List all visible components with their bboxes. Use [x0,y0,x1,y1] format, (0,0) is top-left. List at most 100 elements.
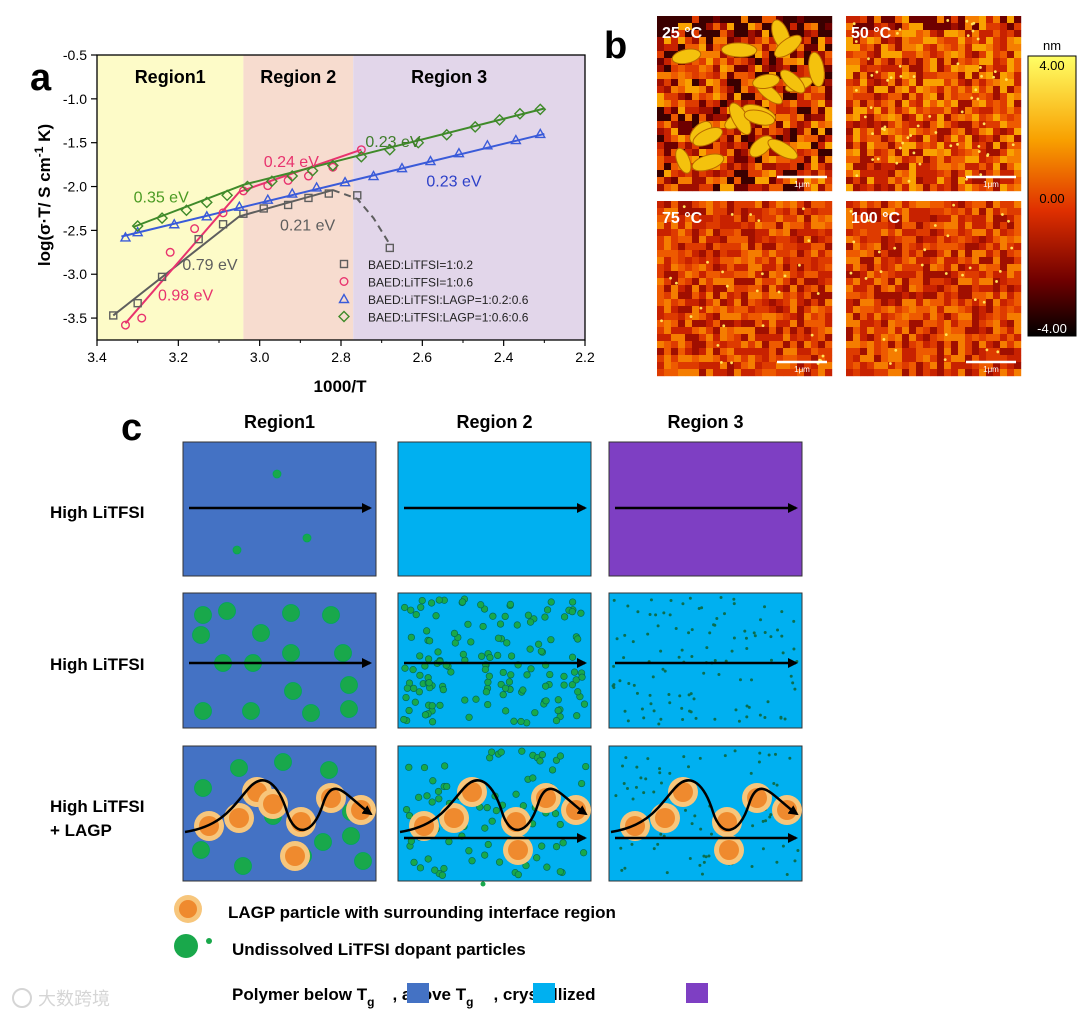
afm-texture-cell [930,79,938,87]
afm-texture-cell [888,51,896,59]
afm-texture-cell [769,250,777,258]
afm-texture-cell [923,107,931,115]
afm-texture-cell [783,177,791,185]
afm-texture-cell [685,100,693,108]
afm-texture-cell [972,362,980,370]
afm-texture-cell [1014,44,1022,52]
afm-texture-cell [895,51,903,59]
dopant-particle [612,598,616,602]
afm-texture-cell [720,229,728,237]
afm-bright-spot [1011,143,1015,147]
afm-texture-cell [685,208,693,216]
dopant-particle [405,763,413,771]
afm-texture-cell [769,107,777,115]
afm-texture-cell [930,170,938,178]
afm-texture-cell [909,107,917,115]
afm-texture-cell [951,100,959,108]
afm-texture-cell [881,278,889,286]
afm-texture-cell [916,170,924,178]
dopant-particle [659,832,663,836]
dopant-particle [733,749,737,753]
afm-texture-cell [930,177,938,185]
afm-texture-cell [804,30,812,38]
afm-texture-cell [944,334,952,342]
dopant-particle [320,761,338,779]
afm-texture-cell [951,264,959,272]
afm-texture-cell [713,299,721,307]
afm-texture-cell [769,170,777,178]
afm-texture-cell [1014,23,1022,31]
afm-texture-cell [1014,79,1022,87]
afm-texture-cell [664,142,672,150]
data-point-s3-17 [534,103,547,116]
afm-texture-cell [965,142,973,150]
afm-texture-cell [762,58,770,66]
afm-texture-cell [951,184,959,192]
afm-texture-cell [776,313,784,321]
afm-texture-cell [944,86,952,94]
afm-texture-cell [762,23,770,31]
afm-texture-cell [811,208,819,216]
afm-texture-cell [888,334,896,342]
afm-texture-cell [979,334,987,342]
afm-texture-cell [671,243,679,251]
afm-texture-cell [846,306,854,314]
afm-texture-cell [657,250,665,258]
afm-texture-cell [671,79,679,87]
afm-texture-cell [923,100,931,108]
afm-texture-cell [678,334,686,342]
afm-texture-cell [986,257,994,265]
afm-texture-cell [818,264,826,272]
dopant-particle [415,793,423,801]
dopant-particle [662,611,666,615]
panel-c-schematic: c Region1 Region 2 Region 3 High LiTFSIHig… [50,407,803,1009]
schematic-box-r1-c2 [397,441,592,577]
afm-texture-cell [797,23,805,31]
afm-texture-cell [965,334,973,342]
afm-texture-cell [692,201,700,209]
afm-texture-cell [657,149,665,157]
data-point-s2-11 [424,155,437,166]
afm-texture-cell [692,320,700,328]
data-point-s3-12 [412,136,425,149]
afm-texture-cell [748,135,756,143]
dopant-particle [485,672,493,680]
afm-texture-cell [902,51,910,59]
afm-texture-cell [972,58,980,66]
afm-texture-cell [853,184,861,192]
afm-texture-cell [937,107,945,115]
afm-texture-cell [944,285,952,293]
afm-texture-cell [853,334,861,342]
afm-texture-cell [713,222,721,230]
afm-texture-cell [790,292,798,300]
afm-texture-cell [657,257,665,265]
afm-texture-cell [958,93,966,101]
data-point-s2-10 [396,162,408,173]
afm-texture-cell [853,93,861,101]
afm-texture-cell [776,215,784,223]
afm-texture-cell [783,306,791,314]
afm-texture-cell [748,243,756,251]
data-point-s0-4 [218,220,228,229]
afm-texture-cell [1007,177,1015,185]
afm-texture-cell [776,320,784,328]
afm-texture-cell [951,306,959,314]
afm-texture-cell [979,264,987,272]
data-point-s2-1 [131,226,144,237]
afm-texture-cell [678,257,686,265]
afm-texture-cell [1014,142,1022,150]
afm-texture-cell [965,149,973,157]
afm-texture-cell [755,58,763,66]
afm-texture-cell [888,79,896,87]
afm-texture-cell [699,313,707,321]
afm-texture-cell [706,250,714,258]
afm-texture-cell [853,121,861,129]
afm-texture-cell [685,257,693,265]
dopant-particle [468,857,476,865]
afm-texture-cell [951,362,959,370]
data-point-s2-8 [339,176,351,187]
afm-texture-cell [713,348,721,356]
afm-texture-cell [895,170,903,178]
afm-texture-cell [916,264,924,272]
legend-entry-2: BAED:LiTFSI:LAGP=1:0.2:0.6 [368,293,529,307]
